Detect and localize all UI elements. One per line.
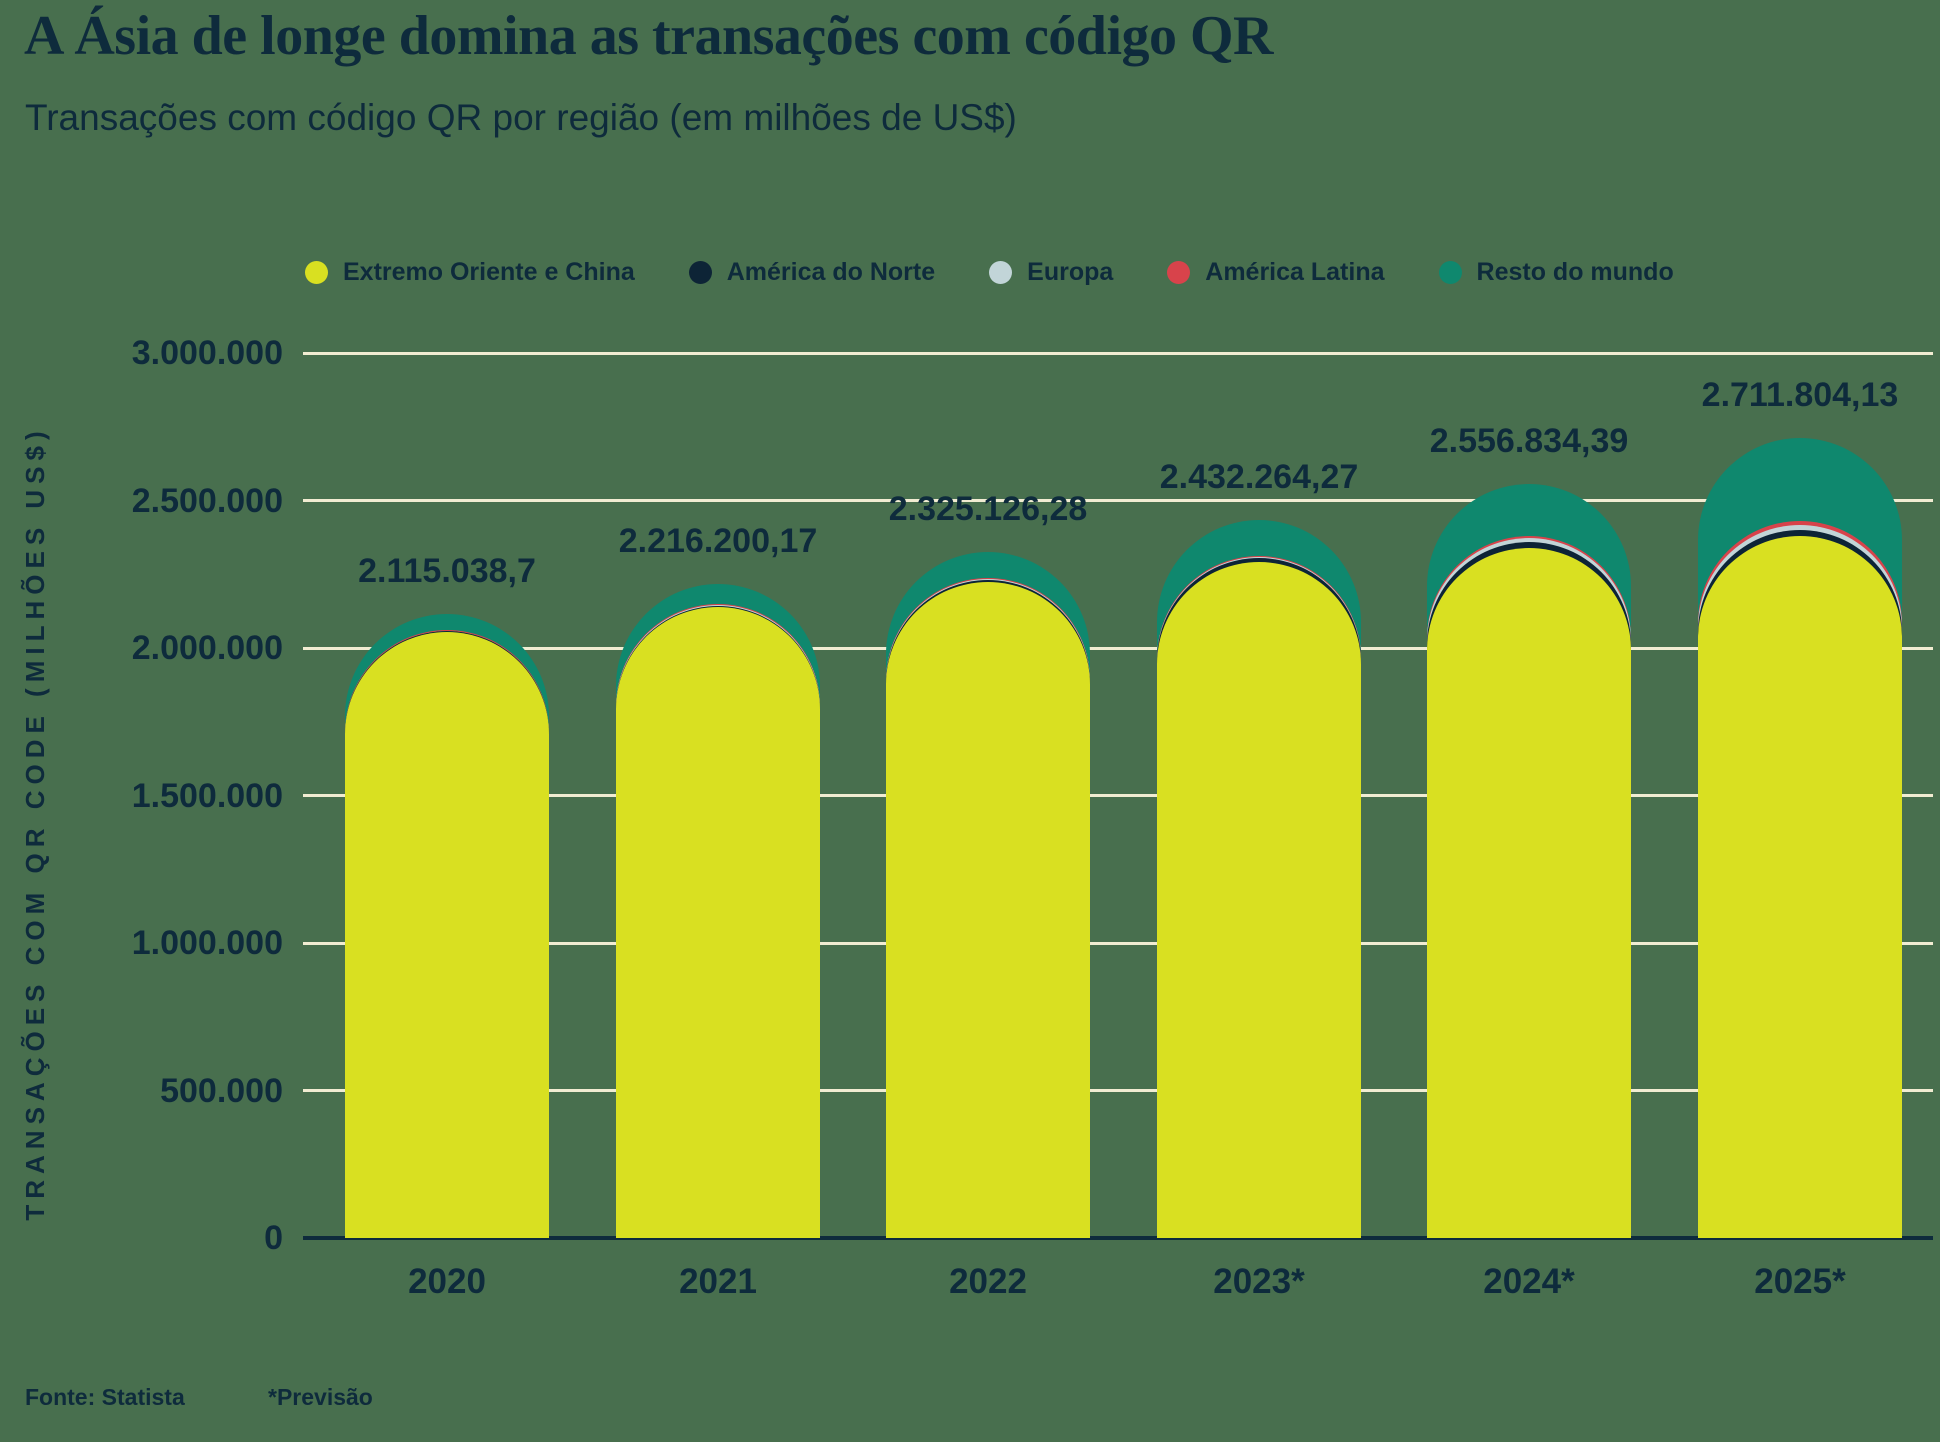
x-tick-label: 2024* xyxy=(1483,1262,1575,1301)
legend-item-extremo-oriente-china: Extremo Oriente e China xyxy=(305,258,635,287)
y-axis-title: TRANSAÇÕES COM QR CODE (MILHÕES US$) xyxy=(20,425,50,1221)
bar-segment-2021-extremo-oriente-e-china xyxy=(616,606,820,1238)
bar-segment-2025*-extremo-oriente-e-china xyxy=(1698,535,1902,1238)
y-tick-label: 3.000.000 xyxy=(131,334,283,372)
y-tick-label: 2.500.000 xyxy=(131,481,283,520)
y-tick-label: 1.500.000 xyxy=(131,776,283,815)
y-tick-label: 0 xyxy=(264,1219,283,1257)
legend-dot-icon xyxy=(688,260,712,284)
legend-item-europa: Europa xyxy=(989,258,1113,287)
gridline xyxy=(303,646,1933,650)
legend-label: Europa xyxy=(1027,257,1114,286)
bar-segment-2020-extremo-oriente-e-china xyxy=(345,632,549,1238)
page-subtitle: Transações com código QR por região (em … xyxy=(25,97,1017,138)
legend-dot-icon xyxy=(305,260,328,284)
page-title: A Ásia de longe domina as transações com… xyxy=(24,5,1274,67)
x-tick-label: 2023* xyxy=(1213,1262,1305,1301)
source-credit: Fonte: Statista xyxy=(25,1384,185,1410)
legend-item-america-latina: América Latina xyxy=(1167,257,1385,287)
bar-total-label: 2.216.200,17 xyxy=(618,522,818,561)
x-tick-label: 2020 xyxy=(408,1262,486,1301)
legend-dot-icon xyxy=(1167,260,1191,284)
gridline xyxy=(303,1089,1933,1092)
x-axis-baseline xyxy=(303,1236,1933,1240)
gridline xyxy=(303,794,1933,797)
legend-label: América do Norte xyxy=(726,257,936,286)
y-tick-label: 2.000.000 xyxy=(131,629,283,667)
forecast-note: *Previsão xyxy=(268,1384,373,1410)
x-tick-label: 2021 xyxy=(679,1262,757,1301)
x-tick-label: 2025* xyxy=(1754,1262,1846,1301)
bar-segment-2023*-extremo-oriente-e-china xyxy=(1157,562,1361,1238)
legend-dot-icon xyxy=(989,260,1013,284)
legend-label: América Latina xyxy=(1205,257,1385,286)
bar-total-label: 2.115.038,7 xyxy=(358,552,536,591)
bar-total-label: 2.432.264,27 xyxy=(1159,458,1359,497)
bar-total-label: 2.711.804,13 xyxy=(1701,376,1899,415)
bar-segment-2022-extremo-oriente-e-china xyxy=(886,581,1090,1238)
legend-label: Extremo Oriente e China xyxy=(343,257,635,286)
y-tick-label: 1.000.000 xyxy=(131,924,283,962)
bar-total-label: 2.556.834,39 xyxy=(1429,421,1629,460)
legend-item-america-do-norte: América do Norte xyxy=(688,257,936,287)
legend-item-resto-do-mundo: Resto do mundo xyxy=(1438,257,1674,287)
bar-total-label: 2.325.126,28 xyxy=(888,490,1088,529)
x-tick-label: 2022 xyxy=(949,1262,1027,1301)
bar-segment-2024*-extremo-oriente-e-china xyxy=(1427,547,1631,1238)
gridline xyxy=(303,941,1933,945)
gridline xyxy=(303,499,1933,502)
gridline xyxy=(303,351,1933,355)
legend-dot-icon xyxy=(1438,260,1462,284)
y-tick-label: 500.000 xyxy=(160,1071,283,1110)
chart-legend: Extremo Oriente e China América do Norte… xyxy=(305,255,1674,289)
legend-label: Resto do mundo xyxy=(1476,257,1674,286)
